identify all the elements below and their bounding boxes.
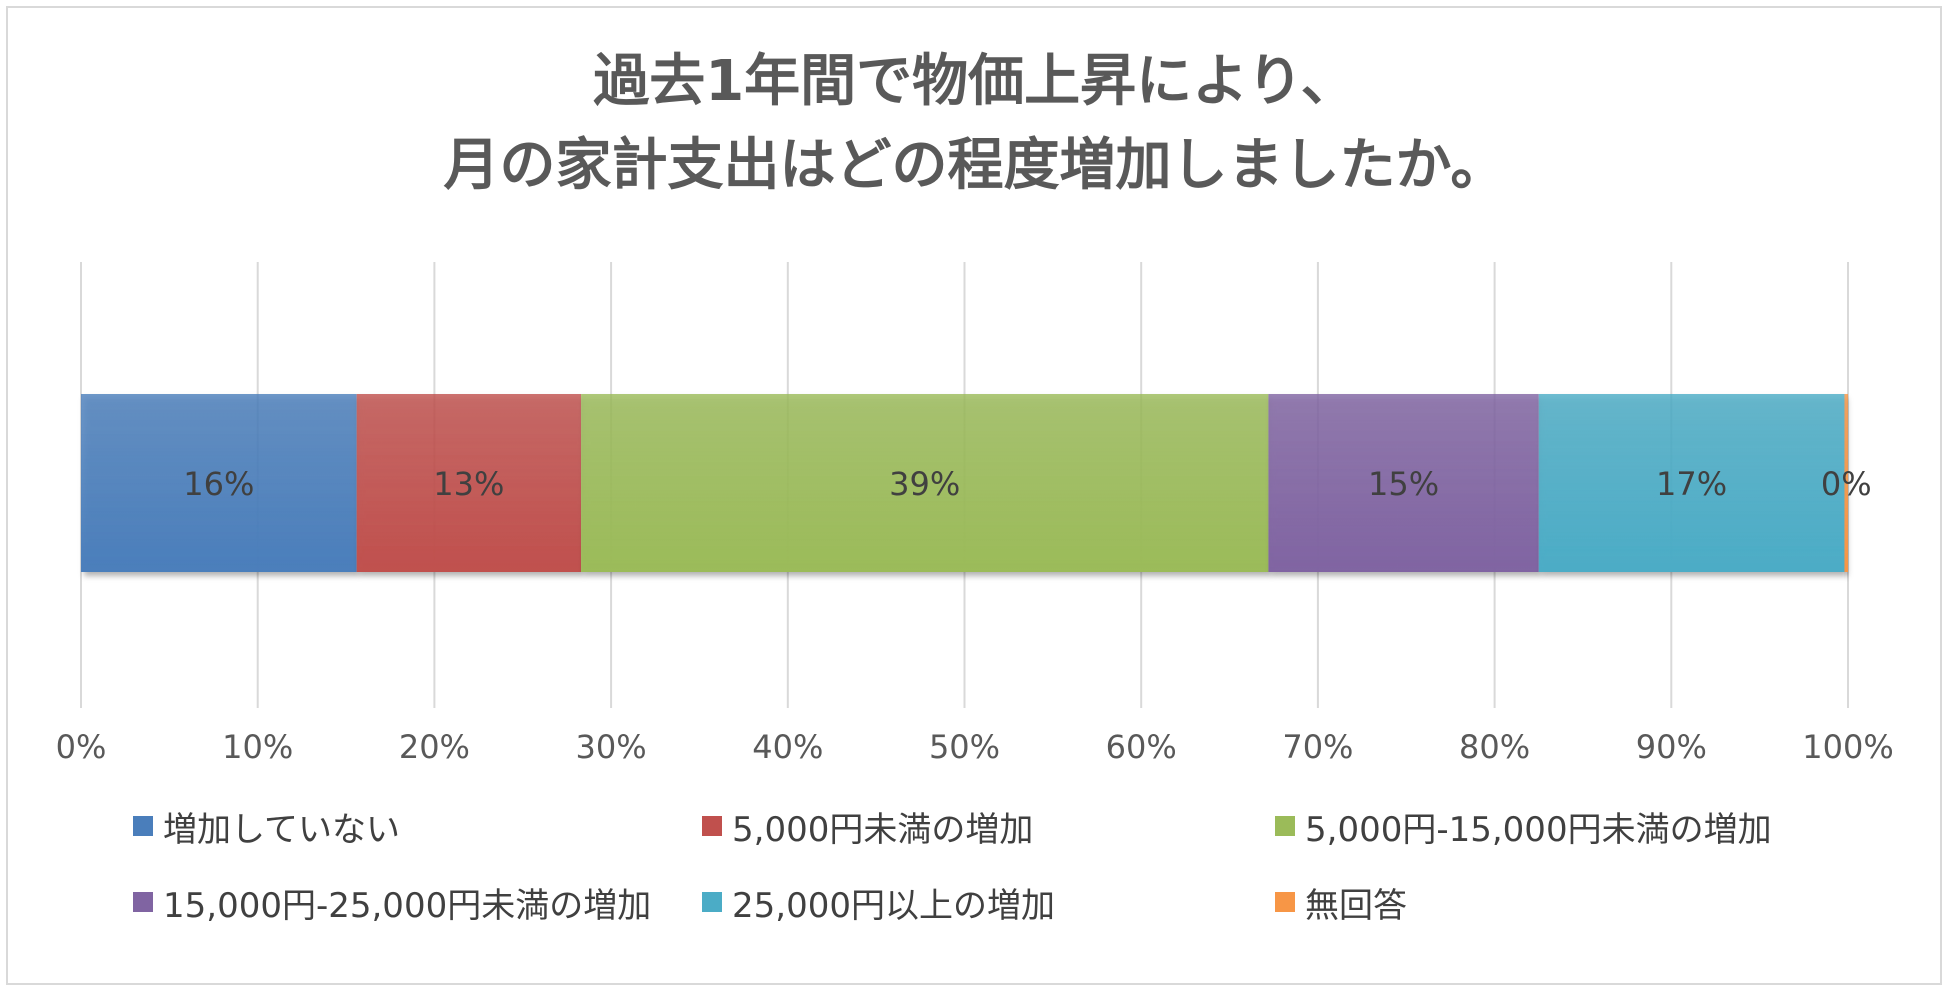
x-tick-label: 40%: [752, 728, 823, 766]
legend-label: 25,000円以上の増加: [732, 885, 1055, 926]
x-tick-label: 0%: [56, 728, 107, 766]
legend-item: 25,000円以上の増加: [702, 880, 1055, 926]
legend-swatch: [1275, 892, 1295, 912]
legend-item: 5,000円未満の増加: [702, 804, 1034, 850]
x-tick-label: 50%: [929, 728, 1000, 766]
bar-segment: [81, 394, 357, 572]
data-label: 15%: [1368, 465, 1439, 503]
legend-label: 5,000円-15,000円未満の増加: [1305, 809, 1772, 850]
x-tick-label: 80%: [1459, 728, 1530, 766]
bar-segment: [356, 394, 582, 572]
x-tick-label: 60%: [1106, 728, 1177, 766]
x-tick-label: 30%: [576, 728, 647, 766]
legend-item: 15,000円-25,000円未満の増加: [133, 880, 652, 926]
x-tick-label: 70%: [1282, 728, 1353, 766]
data-label: 16%: [183, 465, 254, 503]
legend-swatch: [702, 816, 722, 836]
legend-item: 5,000円-15,000円未満の増加: [1275, 804, 1772, 850]
chart-title-line-2: 月の家計支出はどの程度増加しましたか。: [443, 133, 1507, 198]
x-tick-label: 10%: [222, 728, 293, 766]
bar-segment: [1268, 394, 1539, 572]
legend-item: 無回答: [1275, 880, 1407, 926]
legend-item: 増加していない: [133, 804, 400, 850]
data-label: 0%: [1821, 465, 1872, 503]
chart-title-line-1: 過去1年間で物価上昇により、: [593, 49, 1357, 114]
x-tick-label: 100%: [1802, 728, 1893, 766]
data-label: 17%: [1656, 465, 1727, 503]
legend-label: 5,000円未満の増加: [732, 809, 1034, 850]
x-tick-label: 90%: [1636, 728, 1707, 766]
legend-label: 無回答: [1305, 885, 1407, 926]
legend-swatch: [702, 892, 722, 912]
legend-label: 15,000円-25,000円未満の増加: [163, 885, 652, 926]
legend-swatch: [1275, 816, 1295, 836]
bar-segment: [1844, 394, 1848, 572]
data-label: 13%: [433, 465, 504, 503]
legend-swatch: [133, 892, 153, 912]
x-tick-label: 20%: [399, 728, 470, 766]
bar-segment: [1538, 394, 1845, 572]
data-label: 39%: [889, 465, 960, 503]
bar-segment: [581, 394, 1269, 572]
legend-swatch: [133, 816, 153, 836]
legend-label: 増加していない: [163, 809, 400, 850]
